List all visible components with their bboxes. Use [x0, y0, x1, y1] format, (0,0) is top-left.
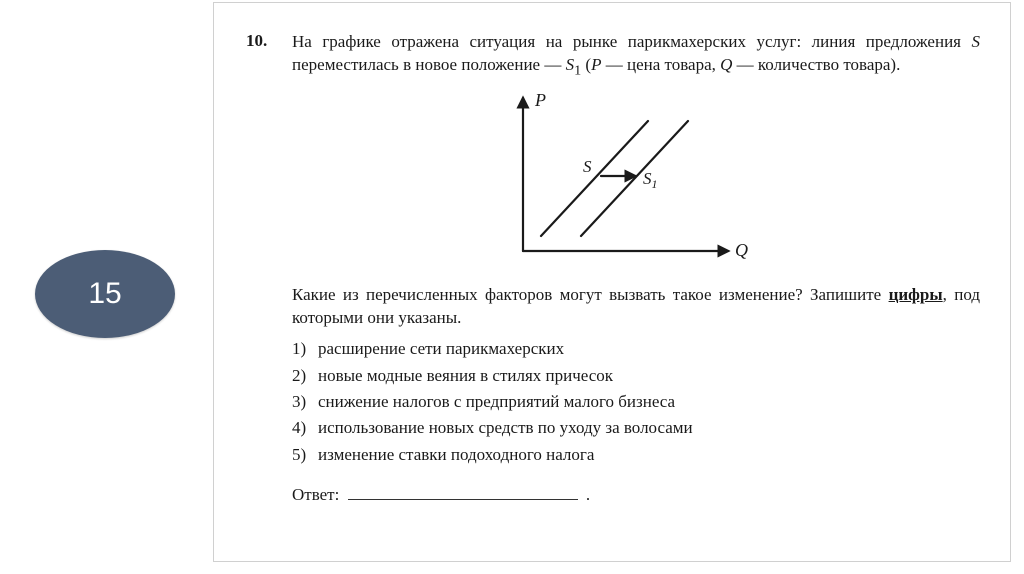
prompt-underlined: цифры [889, 285, 943, 304]
question-card: 10. На графике отражена ситуация на рынк… [213, 2, 1011, 562]
svg-text:Q: Q [735, 240, 748, 260]
option-item: 1)расширение сети парикмахерских [292, 336, 980, 362]
chart-container: P Q S S1 [246, 86, 980, 276]
option-number: 1) [292, 336, 318, 362]
svg-text:P: P [534, 90, 546, 110]
prompt-before: Какие из перечисленных факторов могут вы… [292, 285, 889, 304]
option-item: 3)снижение налогов с предприятий малого … [292, 389, 980, 415]
question-number: 10. [246, 31, 292, 51]
page-root: 15 10. На графике отражена ситуация на р… [0, 0, 1024, 574]
svg-text:S: S [583, 157, 592, 176]
option-text: использование новых средств по уходу за … [318, 415, 693, 441]
svg-text:S1: S1 [643, 169, 657, 191]
slide-number: 15 [88, 277, 121, 311]
answer-trailing: . [586, 485, 590, 504]
question-text: На графике отражена ситуация на рынке па… [292, 31, 980, 80]
option-number: 3) [292, 389, 318, 415]
option-text: снижение налогов с предприятий малого би… [318, 389, 675, 415]
prompt-text: Какие из перечисленных факторов могут вы… [292, 284, 980, 330]
option-text: новые модные веяния в стилях причесок [318, 363, 613, 389]
supply-shift-chart: P Q S S1 [473, 86, 753, 276]
option-number: 2) [292, 363, 318, 389]
option-text: изменение ставки подоходного налога [318, 442, 594, 468]
answer-row: Ответ: . [292, 482, 980, 505]
option-text: расширение сети парикмахерских [318, 336, 564, 362]
options-list: 1)расширение сети парикмахерских2)новые … [292, 336, 980, 468]
option-item: 2)новые модные веяния в стилях причесок [292, 363, 980, 389]
answer-blank [348, 482, 578, 500]
option-item: 5)изменение ставки подоходного налога [292, 442, 980, 468]
option-number: 4) [292, 415, 318, 441]
slide-number-badge: 15 [35, 250, 175, 338]
question-row: 10. На графике отражена ситуация на рынк… [246, 31, 980, 80]
answer-label: Ответ: [292, 485, 339, 504]
option-number: 5) [292, 442, 318, 468]
option-item: 4)использование новых средств по уходу з… [292, 415, 980, 441]
